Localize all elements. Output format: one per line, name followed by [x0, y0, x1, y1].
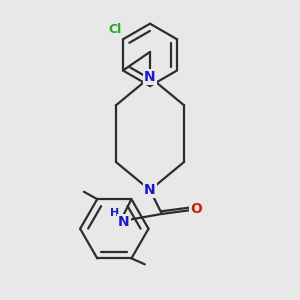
Text: N: N	[144, 183, 156, 197]
Text: N: N	[144, 70, 156, 84]
Text: H: H	[110, 208, 119, 218]
Text: Cl: Cl	[108, 23, 122, 36]
Text: N: N	[118, 215, 130, 229]
Text: O: O	[190, 202, 202, 216]
